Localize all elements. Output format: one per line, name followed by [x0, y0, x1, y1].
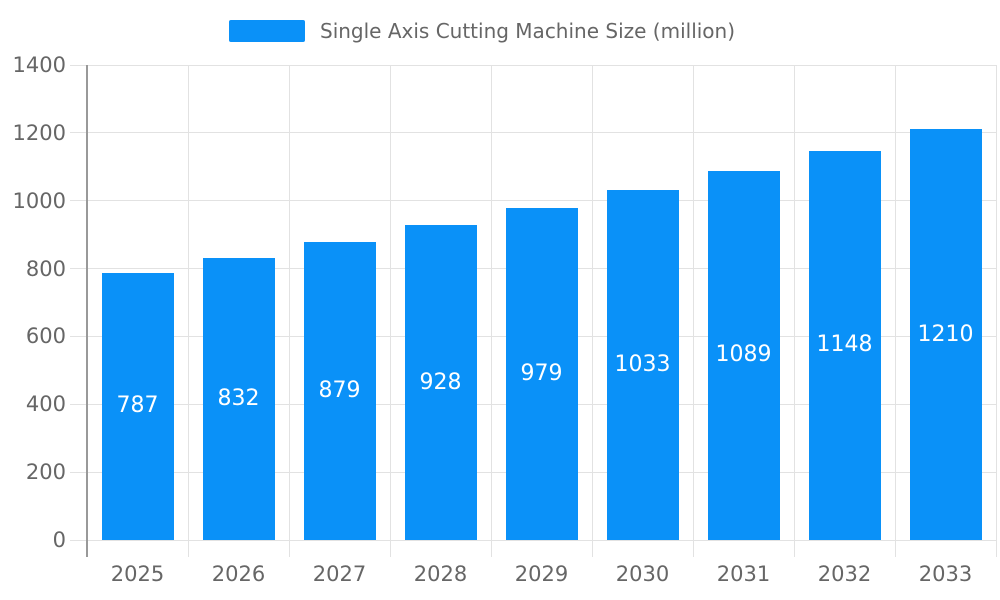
gridline-x-boundary-8 [894, 65, 896, 557]
bar-value-label: 928 [419, 369, 462, 395]
gridline-x-boundary-6 [692, 65, 694, 557]
bar-value-label: 1210 [917, 321, 974, 347]
bar-2029[interactable] [505, 207, 578, 540]
x-axis-tick-label: 2030 [615, 562, 670, 586]
y-axis-tick-label: 1200 [12, 120, 66, 145]
y-axis-tick-label: 1000 [12, 188, 66, 213]
gridline-y-1000 [70, 200, 996, 202]
bar-2033[interactable] [909, 129, 982, 540]
bar-2025[interactable] [101, 272, 174, 540]
y-axis-tick-label: 400 [25, 392, 66, 417]
x-axis-tick-label: 2028 [413, 562, 468, 586]
bar-value-label: 832 [217, 385, 260, 411]
bar-value-label: 979 [520, 360, 563, 386]
bar-value-label: 1033 [614, 351, 671, 377]
y-axis-tick-label: 1400 [12, 53, 66, 77]
x-axis-tick-label: 2027 [312, 562, 367, 586]
y-axis-tick-label: 200 [25, 460, 66, 485]
gridline-x-boundary-5 [591, 65, 593, 557]
y-axis-line [86, 65, 88, 557]
bar-value-label: 1148 [816, 332, 873, 358]
legend-swatch[interactable] [229, 20, 305, 42]
y-axis-tick-label: 800 [25, 256, 66, 281]
gridline-x-boundary-2 [288, 65, 290, 557]
x-axis-tick-label: 2026 [211, 562, 266, 586]
gridline-x-boundary-4 [490, 65, 492, 557]
bar-2030[interactable] [606, 189, 679, 540]
bar-2032[interactable] [808, 150, 881, 540]
chart-legend[interactable]: Single Axis Cutting Machine Size (millio… [229, 20, 735, 42]
y-axis-tick-label: 0 [52, 528, 66, 552]
gridline-x-boundary-7 [793, 65, 795, 557]
y-axis-tick-label: 600 [25, 324, 66, 349]
x-axis-tick-label: 2033 [918, 562, 973, 586]
bar-value-label: 879 [318, 377, 361, 403]
bar-2028[interactable] [404, 225, 477, 540]
x-axis-tick-label: 2032 [817, 562, 872, 586]
x-axis-tick-label: 2031 [716, 562, 771, 586]
x-axis-tick-label: 2025 [110, 562, 165, 586]
legend-label: Single Axis Cutting Machine Size (millio… [320, 19, 736, 43]
bar-2031[interactable] [707, 170, 780, 540]
bar-value-label: 787 [116, 393, 159, 419]
gridline-x-boundary-3 [389, 65, 391, 557]
x-axis-tick-label: 2029 [514, 562, 569, 586]
gridline-y-1400 [70, 64, 996, 66]
bar-2026[interactable] [202, 257, 275, 540]
gridline-x-boundary-1 [187, 65, 189, 557]
gridline-y-0 [70, 539, 996, 541]
bar-value-label: 1089 [715, 342, 772, 368]
gridline-x-boundary-9 [995, 65, 997, 557]
gridline-y-1200 [70, 132, 996, 134]
bar-2027[interactable] [303, 241, 376, 540]
